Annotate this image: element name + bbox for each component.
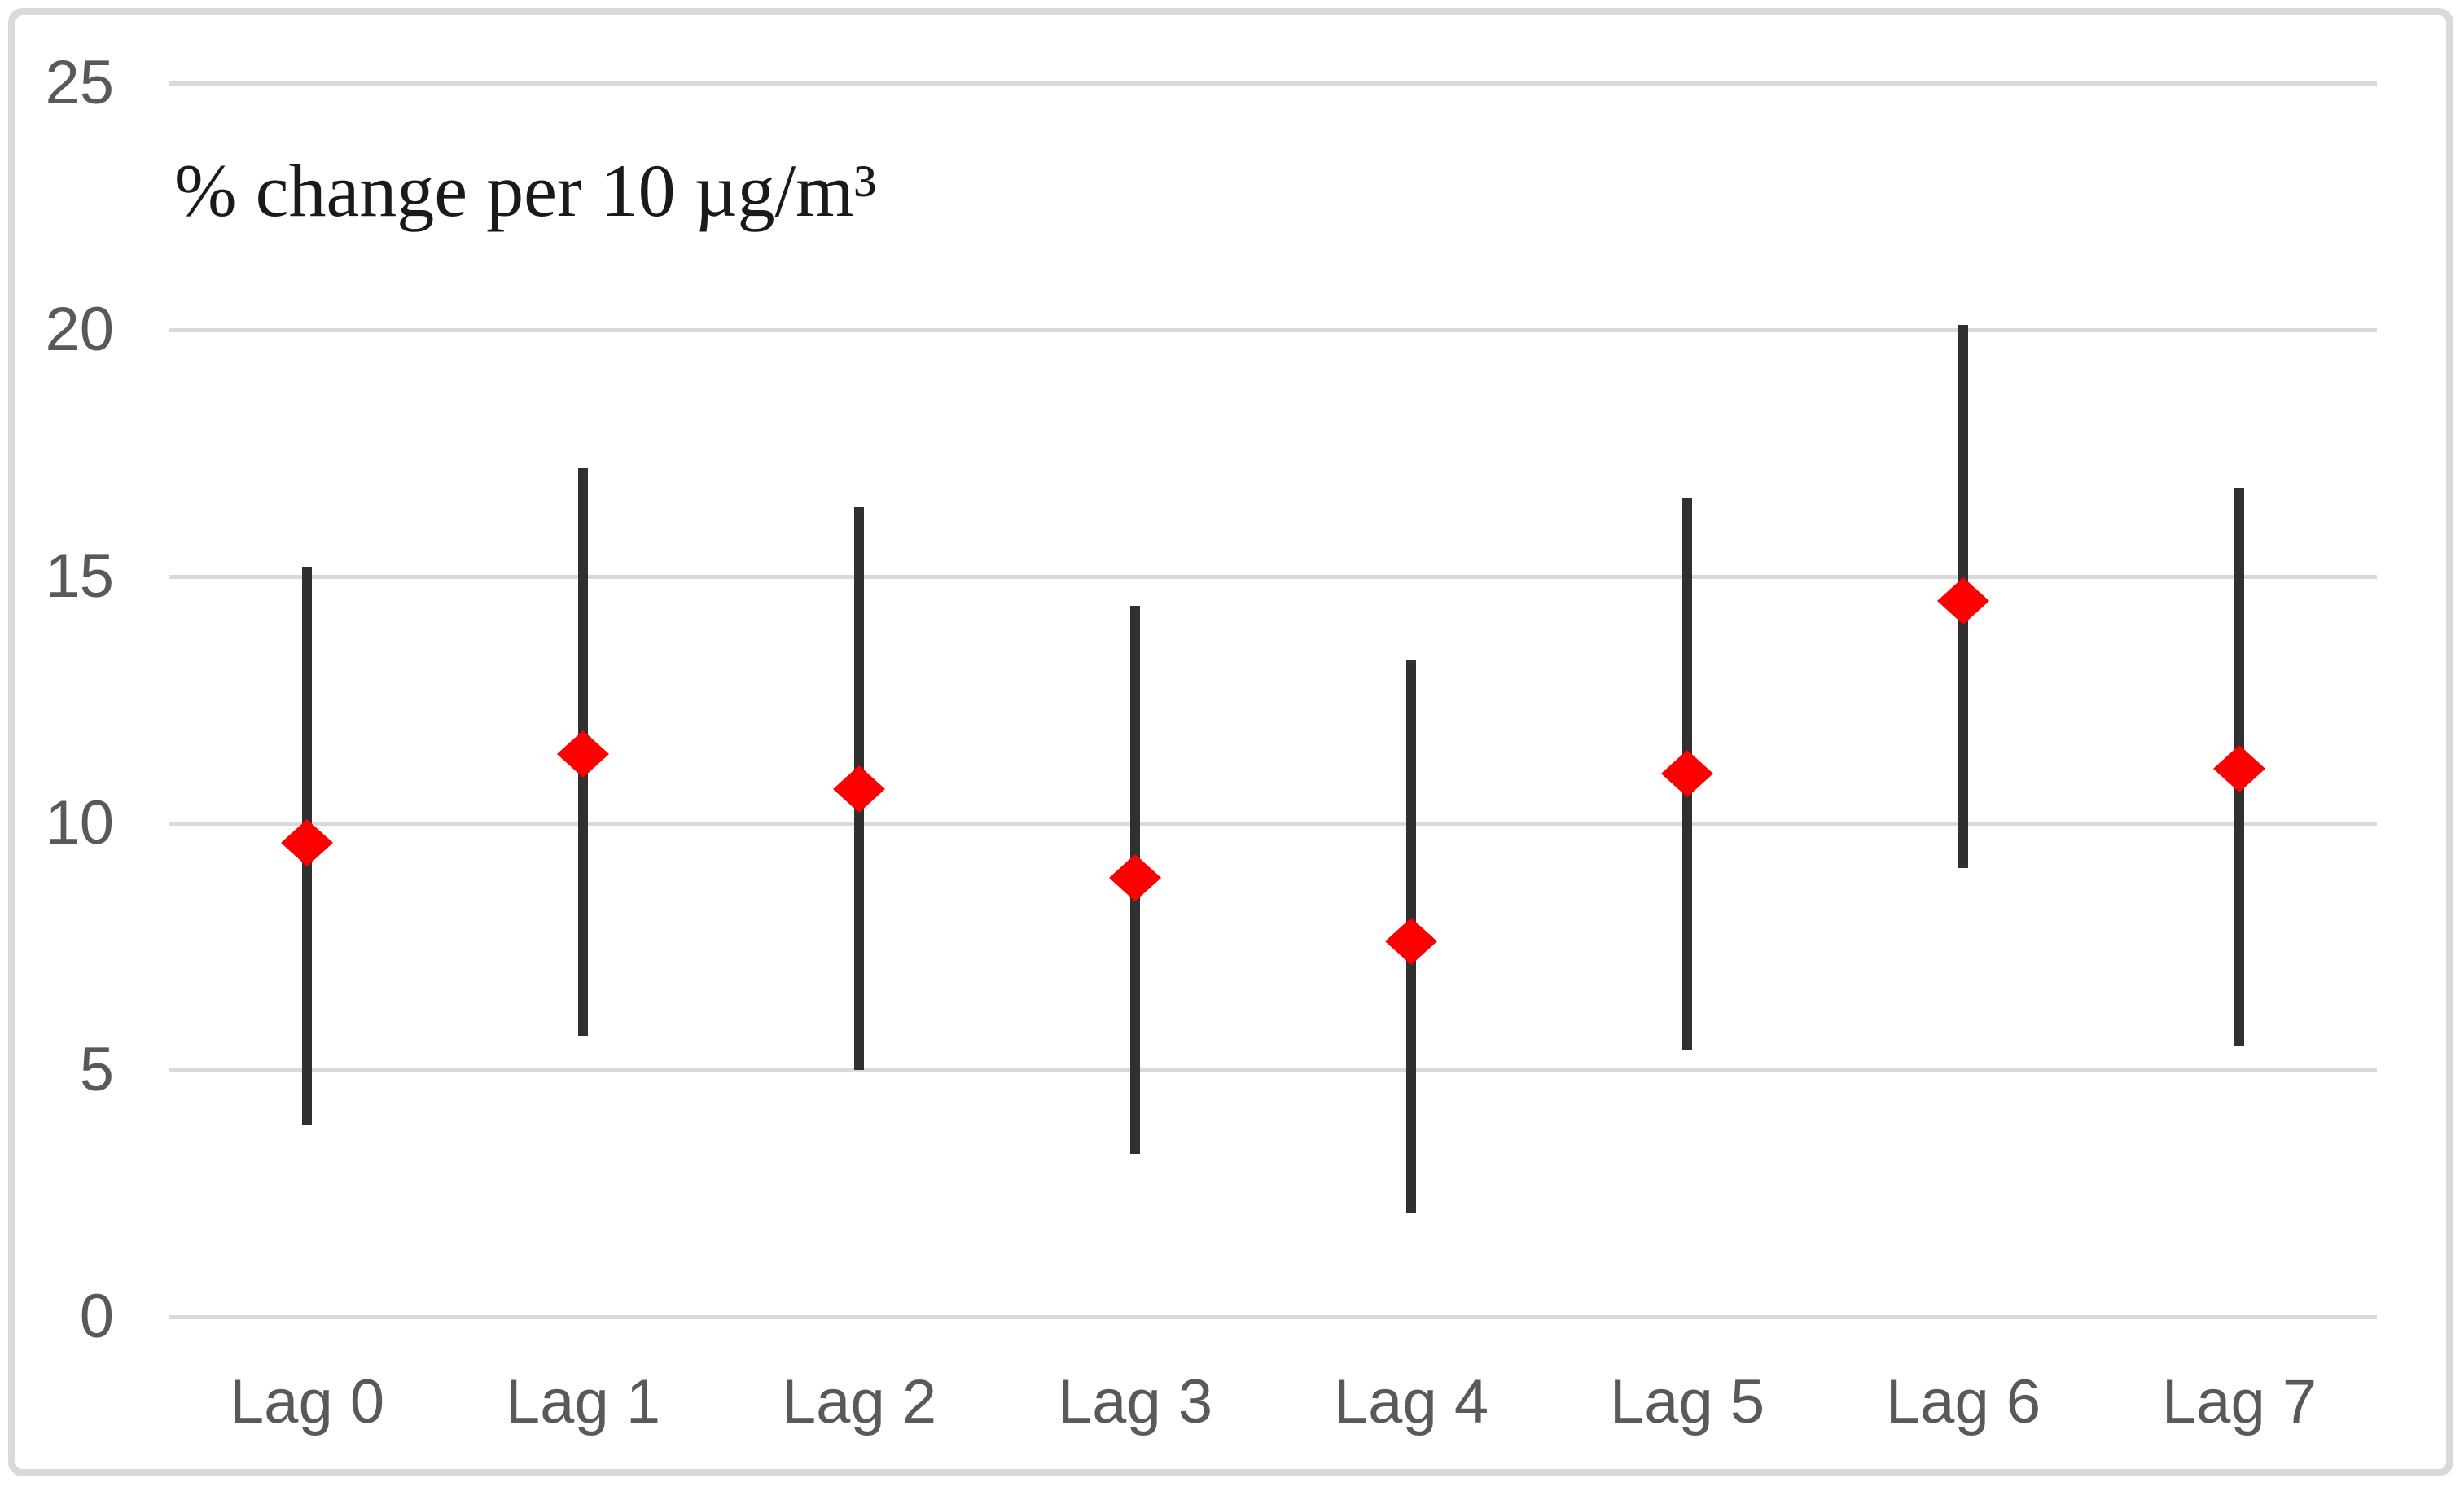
x-tick-label-lag-7: Lag 7 xyxy=(2161,1367,2317,1436)
x-tick-label-lag-2: Lag 2 xyxy=(781,1367,937,1436)
gridline-y-5 xyxy=(169,1068,2377,1072)
gridline-y-0 xyxy=(169,1315,2377,1319)
x-tick-label-lag-0: Lag 0 xyxy=(229,1367,385,1436)
x-tick-label-lag-4: Lag 4 xyxy=(1333,1367,1489,1436)
x-tick-label-lag-5: Lag 5 xyxy=(1609,1367,1765,1436)
gridline-y-25 xyxy=(169,81,2377,86)
y-tick-label-5: 5 xyxy=(79,1035,114,1104)
x-tick-label-lag-6: Lag 6 xyxy=(1885,1367,2041,1436)
x-tick-label-lag-3: Lag 3 xyxy=(1057,1367,1213,1436)
y-tick-label-10: 10 xyxy=(45,788,114,857)
y-tick-label-15: 15 xyxy=(45,542,114,611)
y-tick-label-20: 20 xyxy=(45,295,114,364)
y-tick-label-0: 0 xyxy=(79,1282,114,1351)
gridline-y-10 xyxy=(169,822,2377,826)
gridline-y-15 xyxy=(169,575,2377,579)
x-tick-label-lag-1: Lag 1 xyxy=(505,1367,661,1436)
chart-frame xyxy=(8,8,2453,1476)
chart-title: % change per 10 µg/m³ xyxy=(174,149,877,232)
gridline-y-20 xyxy=(169,328,2377,332)
y-tick-label-25: 25 xyxy=(45,48,114,117)
